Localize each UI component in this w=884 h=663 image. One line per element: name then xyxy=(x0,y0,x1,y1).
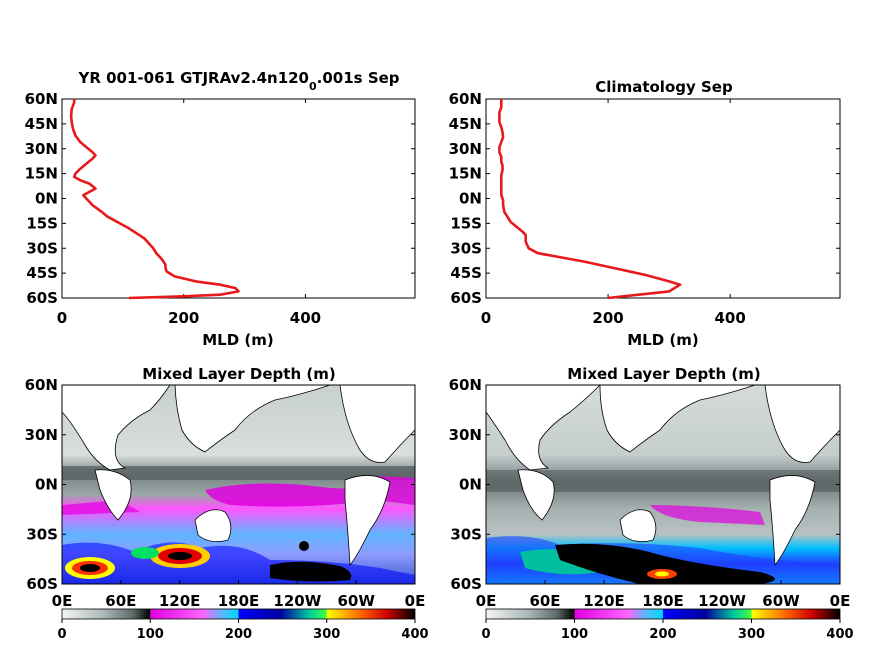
y-tick-label: 60S xyxy=(26,575,58,593)
y-tick-label: 30S xyxy=(26,239,58,257)
panel2-mld-line xyxy=(498,99,682,300)
panel3-map-field xyxy=(61,384,416,584)
panel3-y-ticks: 60N 30N 0N 30S 60S xyxy=(25,376,415,593)
y-tick-label: 60S xyxy=(450,575,482,593)
y-tick-label: 45S xyxy=(26,264,58,282)
colorbar-tick-label: 200 xyxy=(225,627,252,642)
y-tick-label: 30S xyxy=(450,239,482,257)
x-tick-label: 120W xyxy=(698,592,746,610)
y-tick-label: 15S xyxy=(26,214,58,232)
colorbar-tick-label: 100 xyxy=(137,627,164,642)
colorbar-tick-label: 300 xyxy=(313,627,340,642)
y-tick-label: 30S xyxy=(26,525,58,543)
panel-profile-climatology: Climatology Sep 60N45N30N15N0N15S30S45S6… xyxy=(449,78,841,349)
y-tick-label: 0N xyxy=(459,190,482,208)
y-tick-label: 60N xyxy=(449,376,482,394)
y-tick-label: 0N xyxy=(35,476,58,494)
x-tick-label: 0 xyxy=(481,309,491,327)
y-tick-label: 45N xyxy=(449,115,482,133)
x-tick-label: 60W xyxy=(762,592,800,610)
x-tick-label: 400 xyxy=(290,309,321,327)
y-tick-label: 0N xyxy=(35,190,58,208)
panel-map-model: Mixed Layer Depth (m) xyxy=(25,365,429,642)
x-tick-label: 400 xyxy=(714,309,745,327)
y-tick-label: 60N xyxy=(25,376,58,394)
panel3-x-ticks: 0E 60E 120E 180E 120W 60W 0E xyxy=(52,580,426,610)
panel3-colorbar: 0 100 200 300 400 xyxy=(57,608,429,642)
y-tick-label: 60S xyxy=(26,289,58,307)
x-tick-label: 200 xyxy=(592,309,623,327)
panel1-title: YR 001-061 GTJRAv2.4n1200.001s Sep xyxy=(77,69,399,93)
panel4-title: Mixed Layer Depth (m) xyxy=(567,365,760,383)
y-tick-label: 30S xyxy=(450,525,482,543)
x-tick-label: 200 xyxy=(168,309,199,327)
y-tick-label: 30N xyxy=(449,140,482,158)
colorbar-tick-label: 200 xyxy=(649,627,676,642)
x-tick-label: 120W xyxy=(273,592,321,610)
y-tick-label: 30N xyxy=(449,426,482,444)
x-tick-label: 0E xyxy=(476,592,497,610)
colorbar-tick-label: 0 xyxy=(57,627,66,642)
colorbar-tick-label: 0 xyxy=(481,627,490,642)
panel4-y-ticks: 60N 30N 0N 30S 60S xyxy=(449,376,840,593)
x-tick-label: 60E xyxy=(105,592,136,610)
panel4-x-ticks: 0E 60E 120E 180E 120W 60W 0E xyxy=(476,580,851,610)
x-tick-label: 120E xyxy=(159,592,201,610)
y-tick-label: 60N xyxy=(25,90,58,108)
panel2-y-ticks: 60N 45N 30N 15N 0N 15S 30S 45S 60S xyxy=(449,90,840,307)
x-tick-label: 0E xyxy=(52,592,73,610)
panel1-axes-box xyxy=(61,98,416,299)
y-tick-label: 30N xyxy=(25,140,58,158)
panel1-mld-line xyxy=(69,99,240,300)
panel4-colorbar: 0 100 200 300 400 xyxy=(481,608,854,642)
panel1-xlabel: MLD (m) xyxy=(202,331,274,349)
panel2-title: Climatology Sep xyxy=(595,78,733,96)
colorbar-tick-label: 400 xyxy=(401,627,428,642)
x-tick-label: 180E xyxy=(642,592,684,610)
y-tick-label: 45S xyxy=(450,264,482,282)
y-tick-label: 60N xyxy=(449,90,482,108)
panel1-y-ticks: 60N 45N 30N 15N 0N 15S 30S 45S 60S xyxy=(25,90,415,307)
colorbar-tick-label: 300 xyxy=(738,627,765,642)
panel2-axes-box xyxy=(485,98,841,299)
colorbar-tick-label: 400 xyxy=(826,627,853,642)
x-tick-label: 0E xyxy=(405,592,426,610)
x-tick-label: 180E xyxy=(218,592,260,610)
panel4-map-field xyxy=(485,384,841,584)
x-tick-label: 120E xyxy=(583,592,625,610)
panel-profile-model: YR 001-061 GTJRAv2.4n1200.001s Sep 60N 45… xyxy=(25,69,416,349)
panel2-xlabel: MLD (m) xyxy=(627,331,699,349)
panel1-x-ticks: 0 200 400 xyxy=(57,99,321,327)
y-tick-label: 15N xyxy=(25,165,58,183)
y-tick-label: 45N xyxy=(25,115,58,133)
colorbar-tick-label: 100 xyxy=(561,627,588,642)
panel3-title: Mixed Layer Depth (m) xyxy=(142,365,335,383)
y-tick-label: 15N xyxy=(449,165,482,183)
y-tick-label: 15S xyxy=(450,214,482,232)
x-tick-label: 60E xyxy=(529,592,560,610)
panel2-x-ticks: 0 200 400 xyxy=(481,99,746,327)
y-tick-label: 60S xyxy=(450,289,482,307)
x-tick-label: 60W xyxy=(337,592,375,610)
x-tick-label: 0E xyxy=(830,592,851,610)
y-tick-label: 30N xyxy=(25,426,58,444)
y-tick-label: 0N xyxy=(459,476,482,494)
x-tick-label: 0 xyxy=(57,309,67,327)
